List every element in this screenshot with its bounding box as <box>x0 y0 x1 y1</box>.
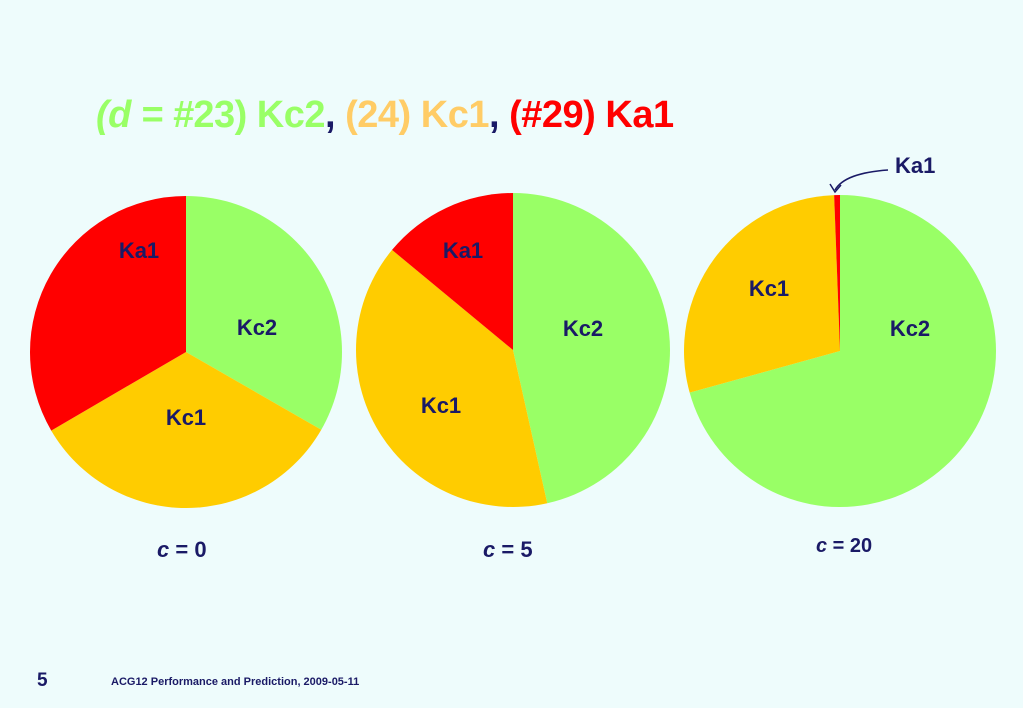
pie1-slice-kc2 <box>513 193 670 504</box>
pie0-label-ka1: Ka1 <box>119 238 159 263</box>
title-part3: (24) Kc1 <box>335 94 489 136</box>
pie2-label-kc2: Kc2 <box>890 316 930 341</box>
pie-chart-c20: Kc2 Kc1 <box>684 195 996 507</box>
caption-c0-value: = 0 <box>169 537 207 562</box>
pie1-label-kc1: Kc1 <box>421 393 461 418</box>
page-number: 5 <box>37 670 48 691</box>
caption-c0-var: c <box>157 537 170 562</box>
caption-c5-value: = 5 <box>495 537 533 562</box>
pie1-label-kc2: Kc2 <box>563 316 603 341</box>
pie0-slice-kc2 <box>186 196 342 430</box>
callout-arrowhead <box>829 183 842 194</box>
pie0-slice-ka1 <box>30 196 187 431</box>
pie1-label-ka1: Ka1 <box>443 238 483 263</box>
pie-chart-c0: Kc2 Kc1 Ka1 <box>30 196 342 508</box>
caption-c0: c = 0 <box>157 537 207 563</box>
pie-chart-c5: Kc2 Kc1 Ka1 <box>355 193 670 507</box>
caption-c5-var: c <box>483 537 496 562</box>
slide-title: (d = #23) Kc2, (24) Kc1, (#29) Ka1 <box>96 94 674 137</box>
pie0-label-kc2: Kc2 <box>237 315 277 340</box>
pie0-label-kc1: Kc1 <box>166 405 206 430</box>
pie2-label-kc1: Kc1 <box>749 276 789 301</box>
caption-c20-value: = 20 <box>827 535 873 557</box>
footer-text: ACG12 Performance and Prediction, 2009-0… <box>111 676 360 688</box>
pie1-slice-ka1 <box>392 193 513 350</box>
title-part4: (#29) Ka1 <box>499 94 674 136</box>
title-sep2: , <box>488 94 500 136</box>
pie2-slice-ka1 <box>834 195 840 351</box>
caption-c20: c = 20 <box>816 535 872 558</box>
pie0-slice-kc1 <box>51 352 322 508</box>
caption-c20-var: c <box>816 535 828 557</box>
callout-ka1: Ka1 <box>895 153 936 178</box>
caption-c5: c = 5 <box>483 537 533 563</box>
title-part1: (d = # <box>96 94 194 136</box>
title-sep1: , <box>325 94 336 136</box>
pie1-slice-kc1 <box>355 249 548 507</box>
callout-arrow <box>834 169 889 191</box>
pie2-slice-kc2 <box>689 195 996 507</box>
title-part2: 23) Kc2 <box>193 94 326 136</box>
pie2-slice-kc1 <box>684 195 840 393</box>
